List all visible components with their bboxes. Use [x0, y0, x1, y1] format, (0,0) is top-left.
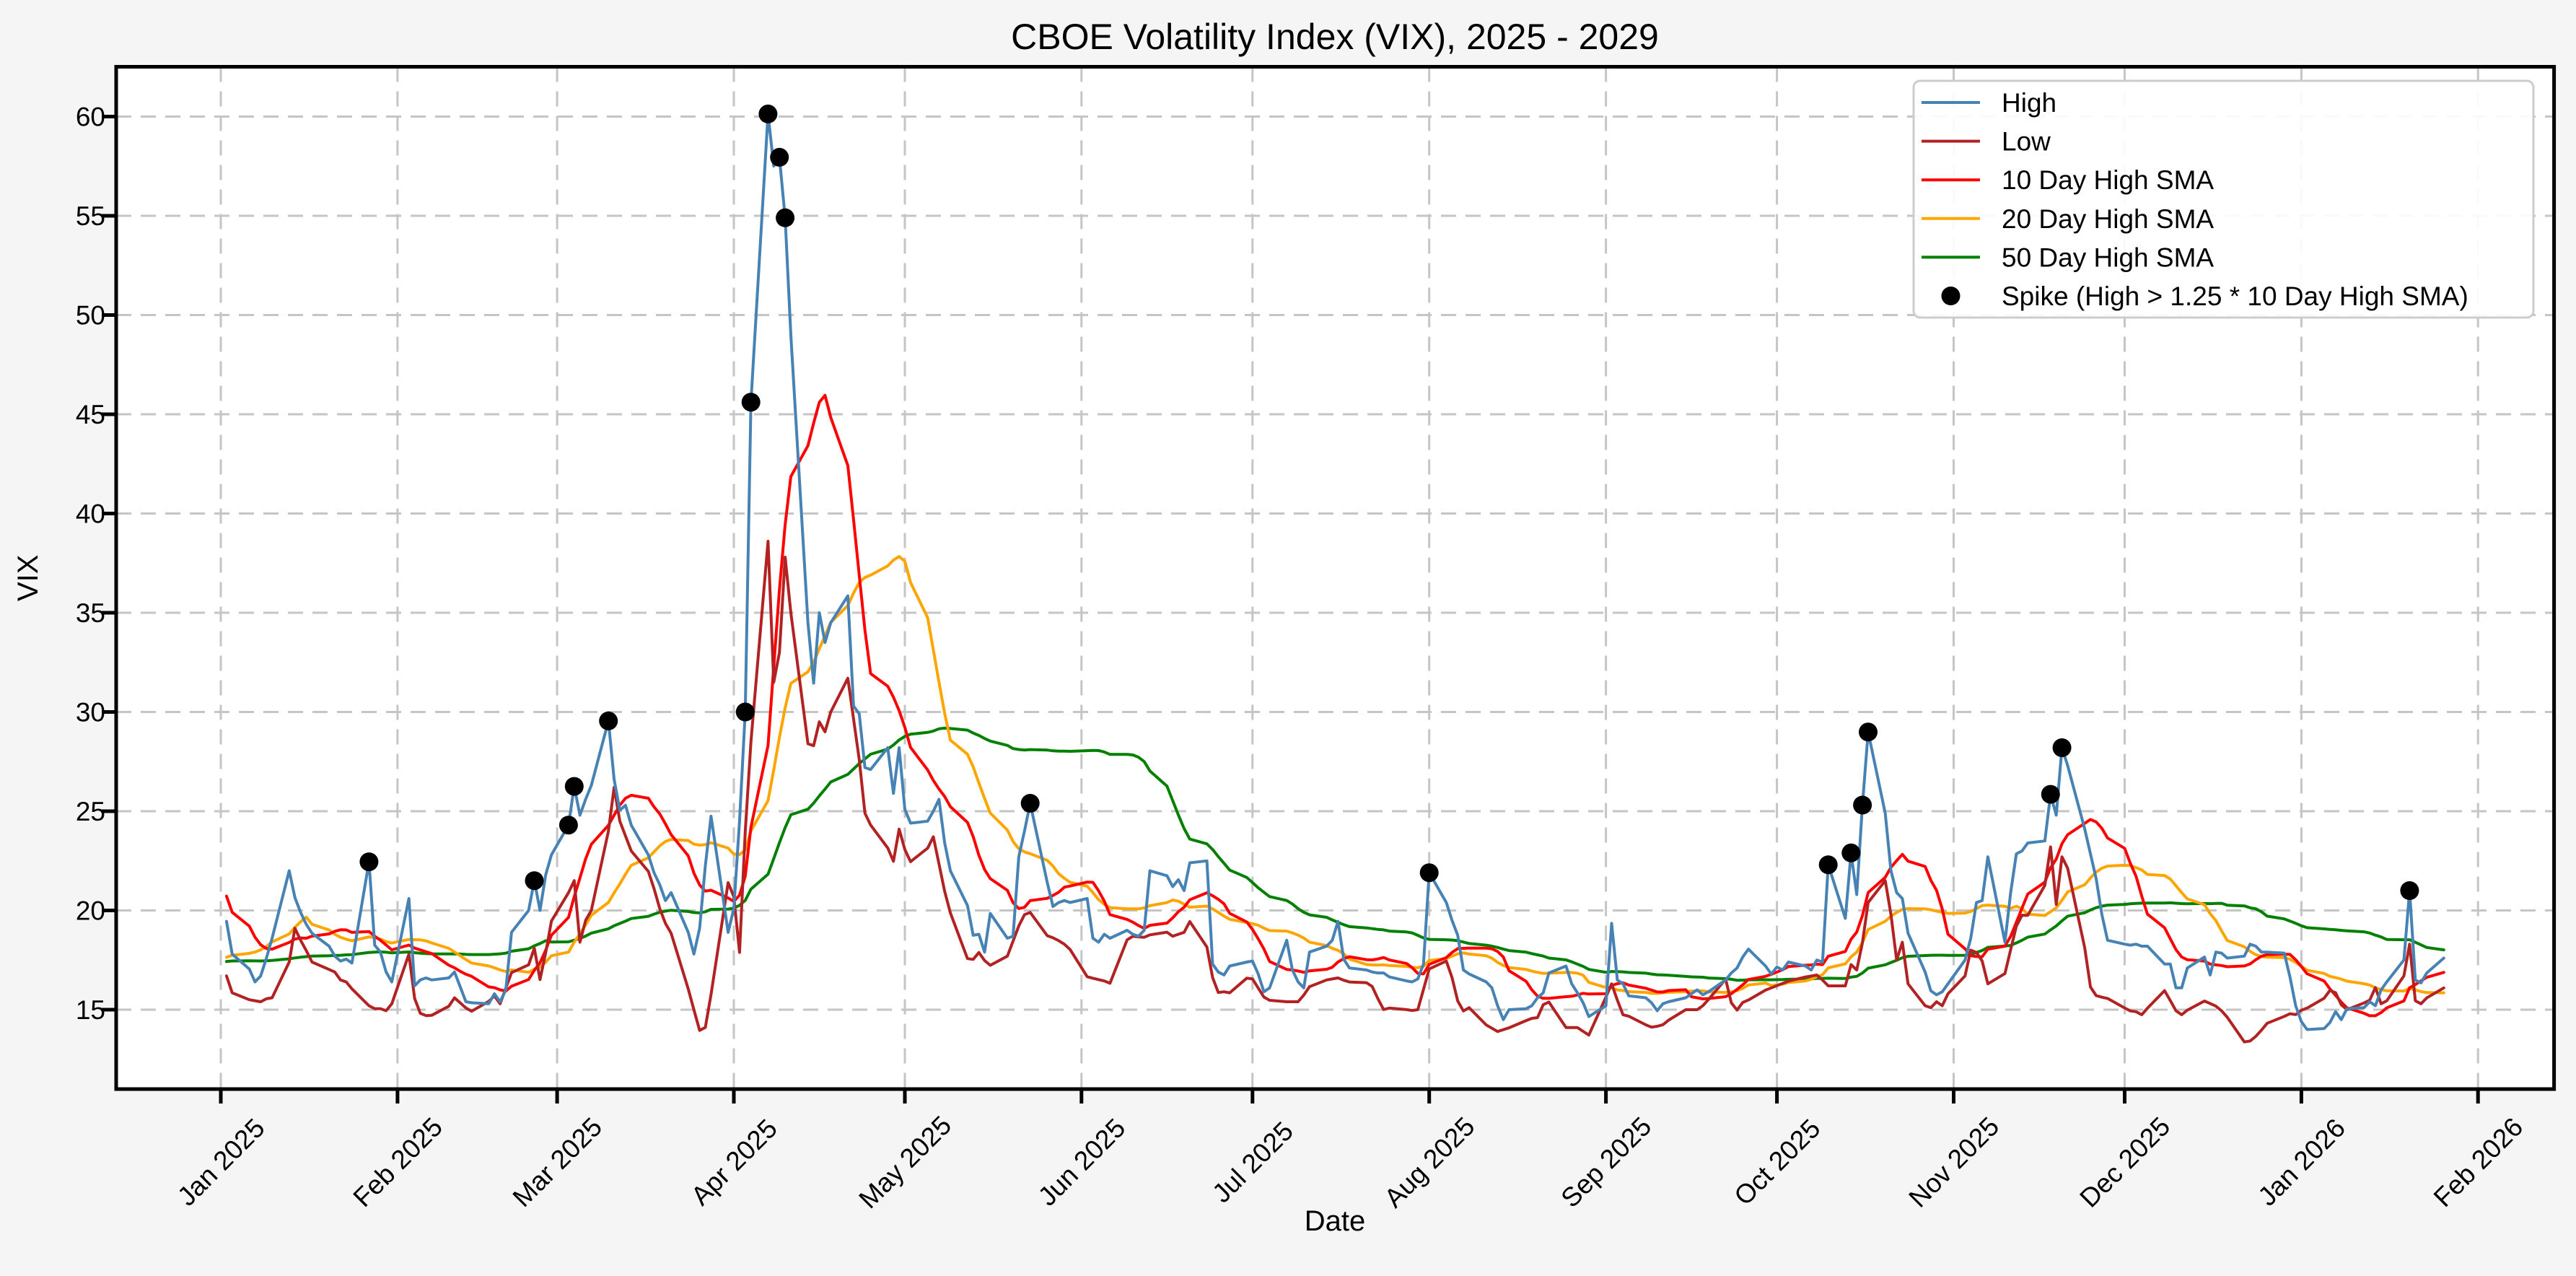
svg-text:50 Day High SMA: 50 Day High SMA [2002, 242, 2214, 272]
svg-text:40: 40 [76, 499, 105, 529]
svg-text:Date: Date [1305, 1205, 1366, 1237]
svg-text:VIX: VIX [12, 555, 44, 601]
svg-text:CBOE Volatility Index (VIX), 2: CBOE Volatility Index (VIX), 2025 - 2029 [1011, 17, 1659, 57]
svg-text:10 Day High SMA: 10 Day High SMA [2002, 165, 2214, 195]
svg-text:20 Day High SMA: 20 Day High SMA [2002, 204, 2214, 234]
svg-text:25: 25 [76, 797, 105, 826]
svg-text:55: 55 [76, 201, 105, 231]
svg-text:15: 15 [76, 995, 105, 1025]
svg-text:Low: Low [2002, 127, 2051, 157]
svg-text:45: 45 [76, 400, 105, 429]
svg-text:20: 20 [76, 896, 105, 926]
svg-text:60: 60 [76, 102, 105, 132]
svg-text:35: 35 [76, 598, 105, 628]
svg-text:30: 30 [76, 698, 105, 727]
svg-text:High: High [2002, 88, 2056, 118]
svg-text:Spike (High > 1.25 * 10 Day Hi: Spike (High > 1.25 * 10 Day High SMA) [2002, 281, 2468, 311]
svg-text:50: 50 [76, 301, 105, 331]
